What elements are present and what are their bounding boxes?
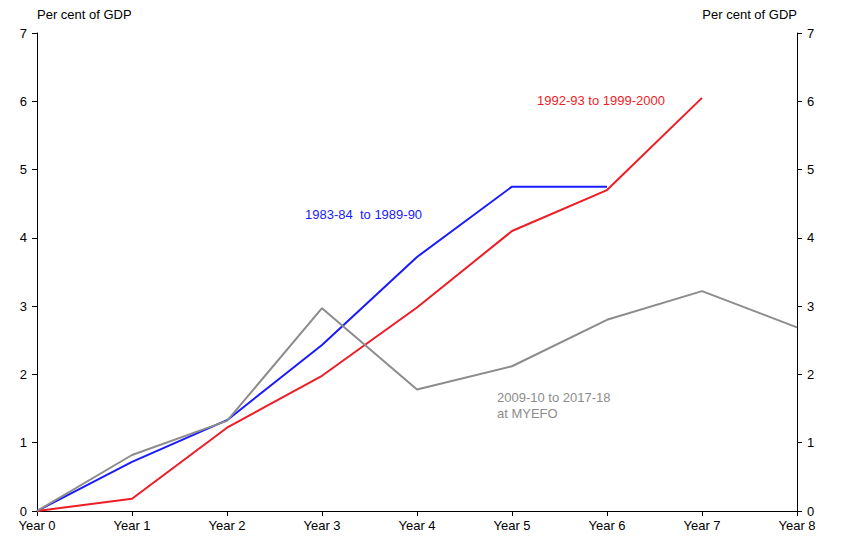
svg-text:2: 2 [807, 367, 814, 382]
svg-text:3: 3 [807, 299, 814, 314]
svg-text:2009-10 to 2017-18: 2009-10 to 2017-18 [497, 390, 610, 405]
svg-text:6: 6 [20, 94, 27, 109]
svg-text:Per cent of GDP: Per cent of GDP [702, 7, 797, 22]
svg-text:Year 7: Year 7 [683, 518, 720, 533]
svg-text:Year 6: Year 6 [588, 518, 625, 533]
svg-text:4: 4 [20, 230, 27, 245]
svg-text:1: 1 [807, 435, 814, 450]
svg-text:Year 3: Year 3 [303, 518, 340, 533]
svg-text:1: 1 [20, 435, 27, 450]
svg-text:Year 2: Year 2 [208, 518, 245, 533]
svg-text:1983-84 to 1989-90: 1983-84 to 1989-90 [305, 207, 422, 222]
svg-text:6: 6 [807, 94, 814, 109]
svg-text:4: 4 [807, 230, 814, 245]
svg-text:0: 0 [807, 504, 814, 519]
svg-text:7: 7 [807, 26, 814, 41]
svg-text:7: 7 [20, 26, 27, 41]
svg-text:1992-93 to 1999-2000: 1992-93 to 1999-2000 [537, 93, 665, 108]
svg-text:Year 4: Year 4 [398, 518, 435, 533]
svg-text:at MYEFO: at MYEFO [497, 406, 558, 421]
svg-text:Year 8: Year 8 [778, 518, 815, 533]
svg-text:2: 2 [20, 367, 27, 382]
svg-text:5: 5 [20, 162, 27, 177]
svg-text:Year 5: Year 5 [493, 518, 530, 533]
svg-text:3: 3 [20, 299, 27, 314]
svg-text:5: 5 [807, 162, 814, 177]
svg-text:Year 1: Year 1 [113, 518, 150, 533]
svg-text:Per cent of GDP: Per cent of GDP [37, 7, 132, 22]
svg-text:Year 0: Year 0 [18, 518, 55, 533]
svg-text:0: 0 [20, 504, 27, 519]
